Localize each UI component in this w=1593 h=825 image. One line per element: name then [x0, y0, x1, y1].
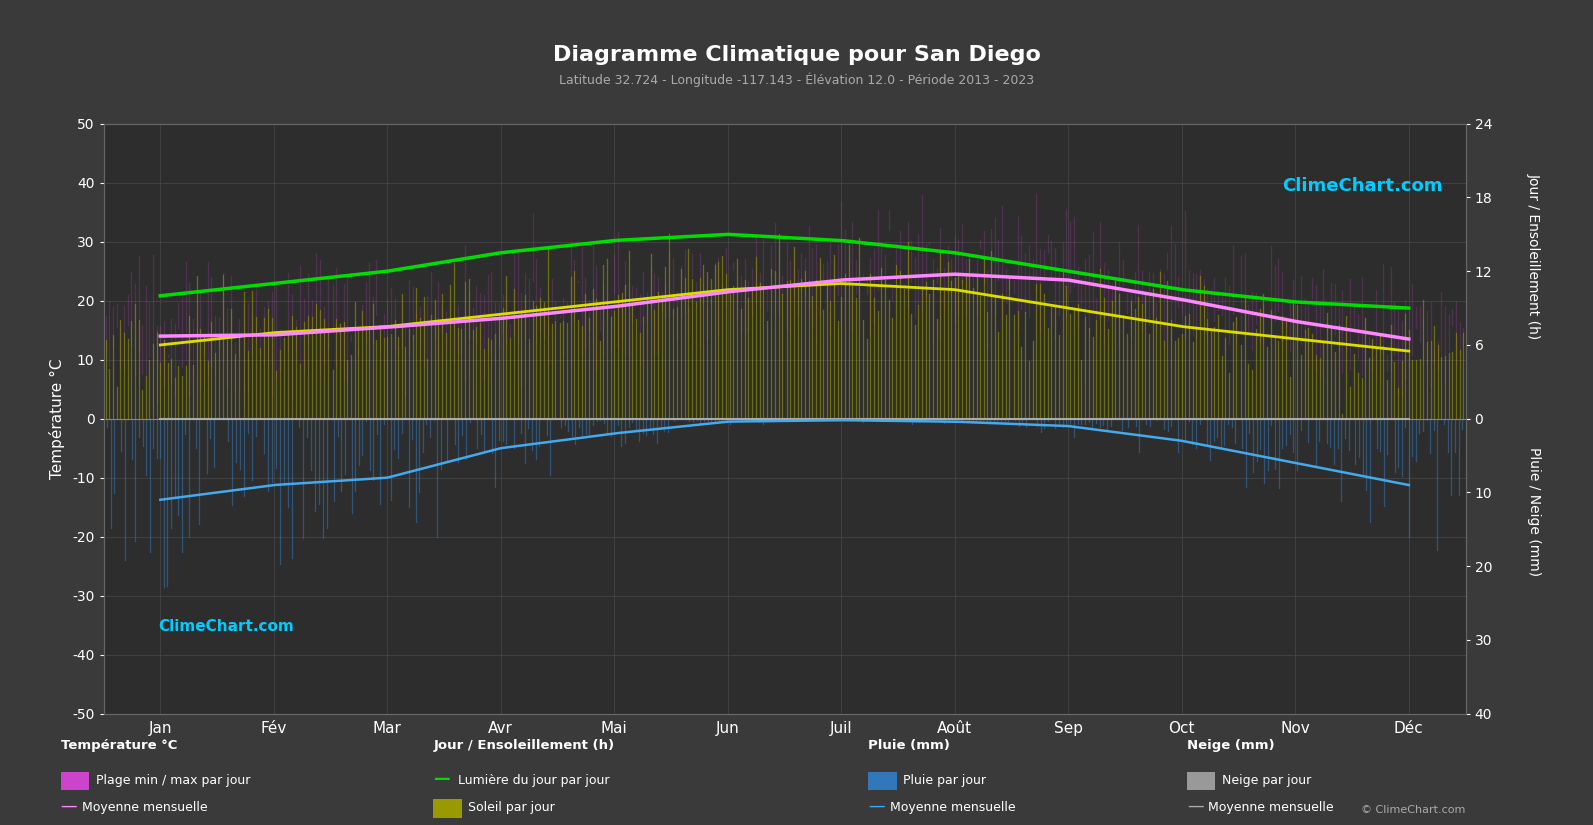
- Text: ClimeChart.com: ClimeChart.com: [1282, 177, 1442, 195]
- Text: Pluie / Neige (mm): Pluie / Neige (mm): [1528, 447, 1540, 576]
- Text: Pluie (mm): Pluie (mm): [868, 739, 949, 752]
- Text: Lumière du jour par jour: Lumière du jour par jour: [454, 774, 610, 787]
- Text: Jour / Ensoleillement (h): Jour / Ensoleillement (h): [1528, 172, 1540, 339]
- Text: Diagramme Climatique pour San Diego: Diagramme Climatique pour San Diego: [553, 45, 1040, 65]
- Text: Plage min / max par jour: Plage min / max par jour: [96, 774, 250, 787]
- Y-axis label: Température °C: Température °C: [49, 358, 65, 479]
- Text: Moyenne mensuelle: Moyenne mensuelle: [886, 801, 1015, 814]
- Text: —: —: [61, 797, 76, 815]
- Text: Moyenne mensuelle: Moyenne mensuelle: [1204, 801, 1333, 814]
- Text: Moyenne mensuelle: Moyenne mensuelle: [78, 801, 207, 814]
- Text: © ClimeChart.com: © ClimeChart.com: [1360, 804, 1466, 814]
- Text: Neige par jour: Neige par jour: [1222, 774, 1311, 787]
- Text: —: —: [433, 770, 449, 788]
- Text: —: —: [1187, 797, 1203, 815]
- Text: Température °C: Température °C: [61, 739, 177, 752]
- Text: Jour / Ensoleillement (h): Jour / Ensoleillement (h): [433, 739, 615, 752]
- Text: Latitude 32.724 - Longitude -117.143 - Élévation 12.0 - Période 2013 - 2023: Latitude 32.724 - Longitude -117.143 - É…: [559, 73, 1034, 87]
- Text: —: —: [868, 797, 884, 815]
- Text: Neige (mm): Neige (mm): [1187, 739, 1274, 752]
- Text: ClimeChart.com: ClimeChart.com: [158, 619, 293, 634]
- Text: Pluie par jour: Pluie par jour: [903, 774, 986, 787]
- Text: Soleil par jour: Soleil par jour: [468, 801, 554, 814]
